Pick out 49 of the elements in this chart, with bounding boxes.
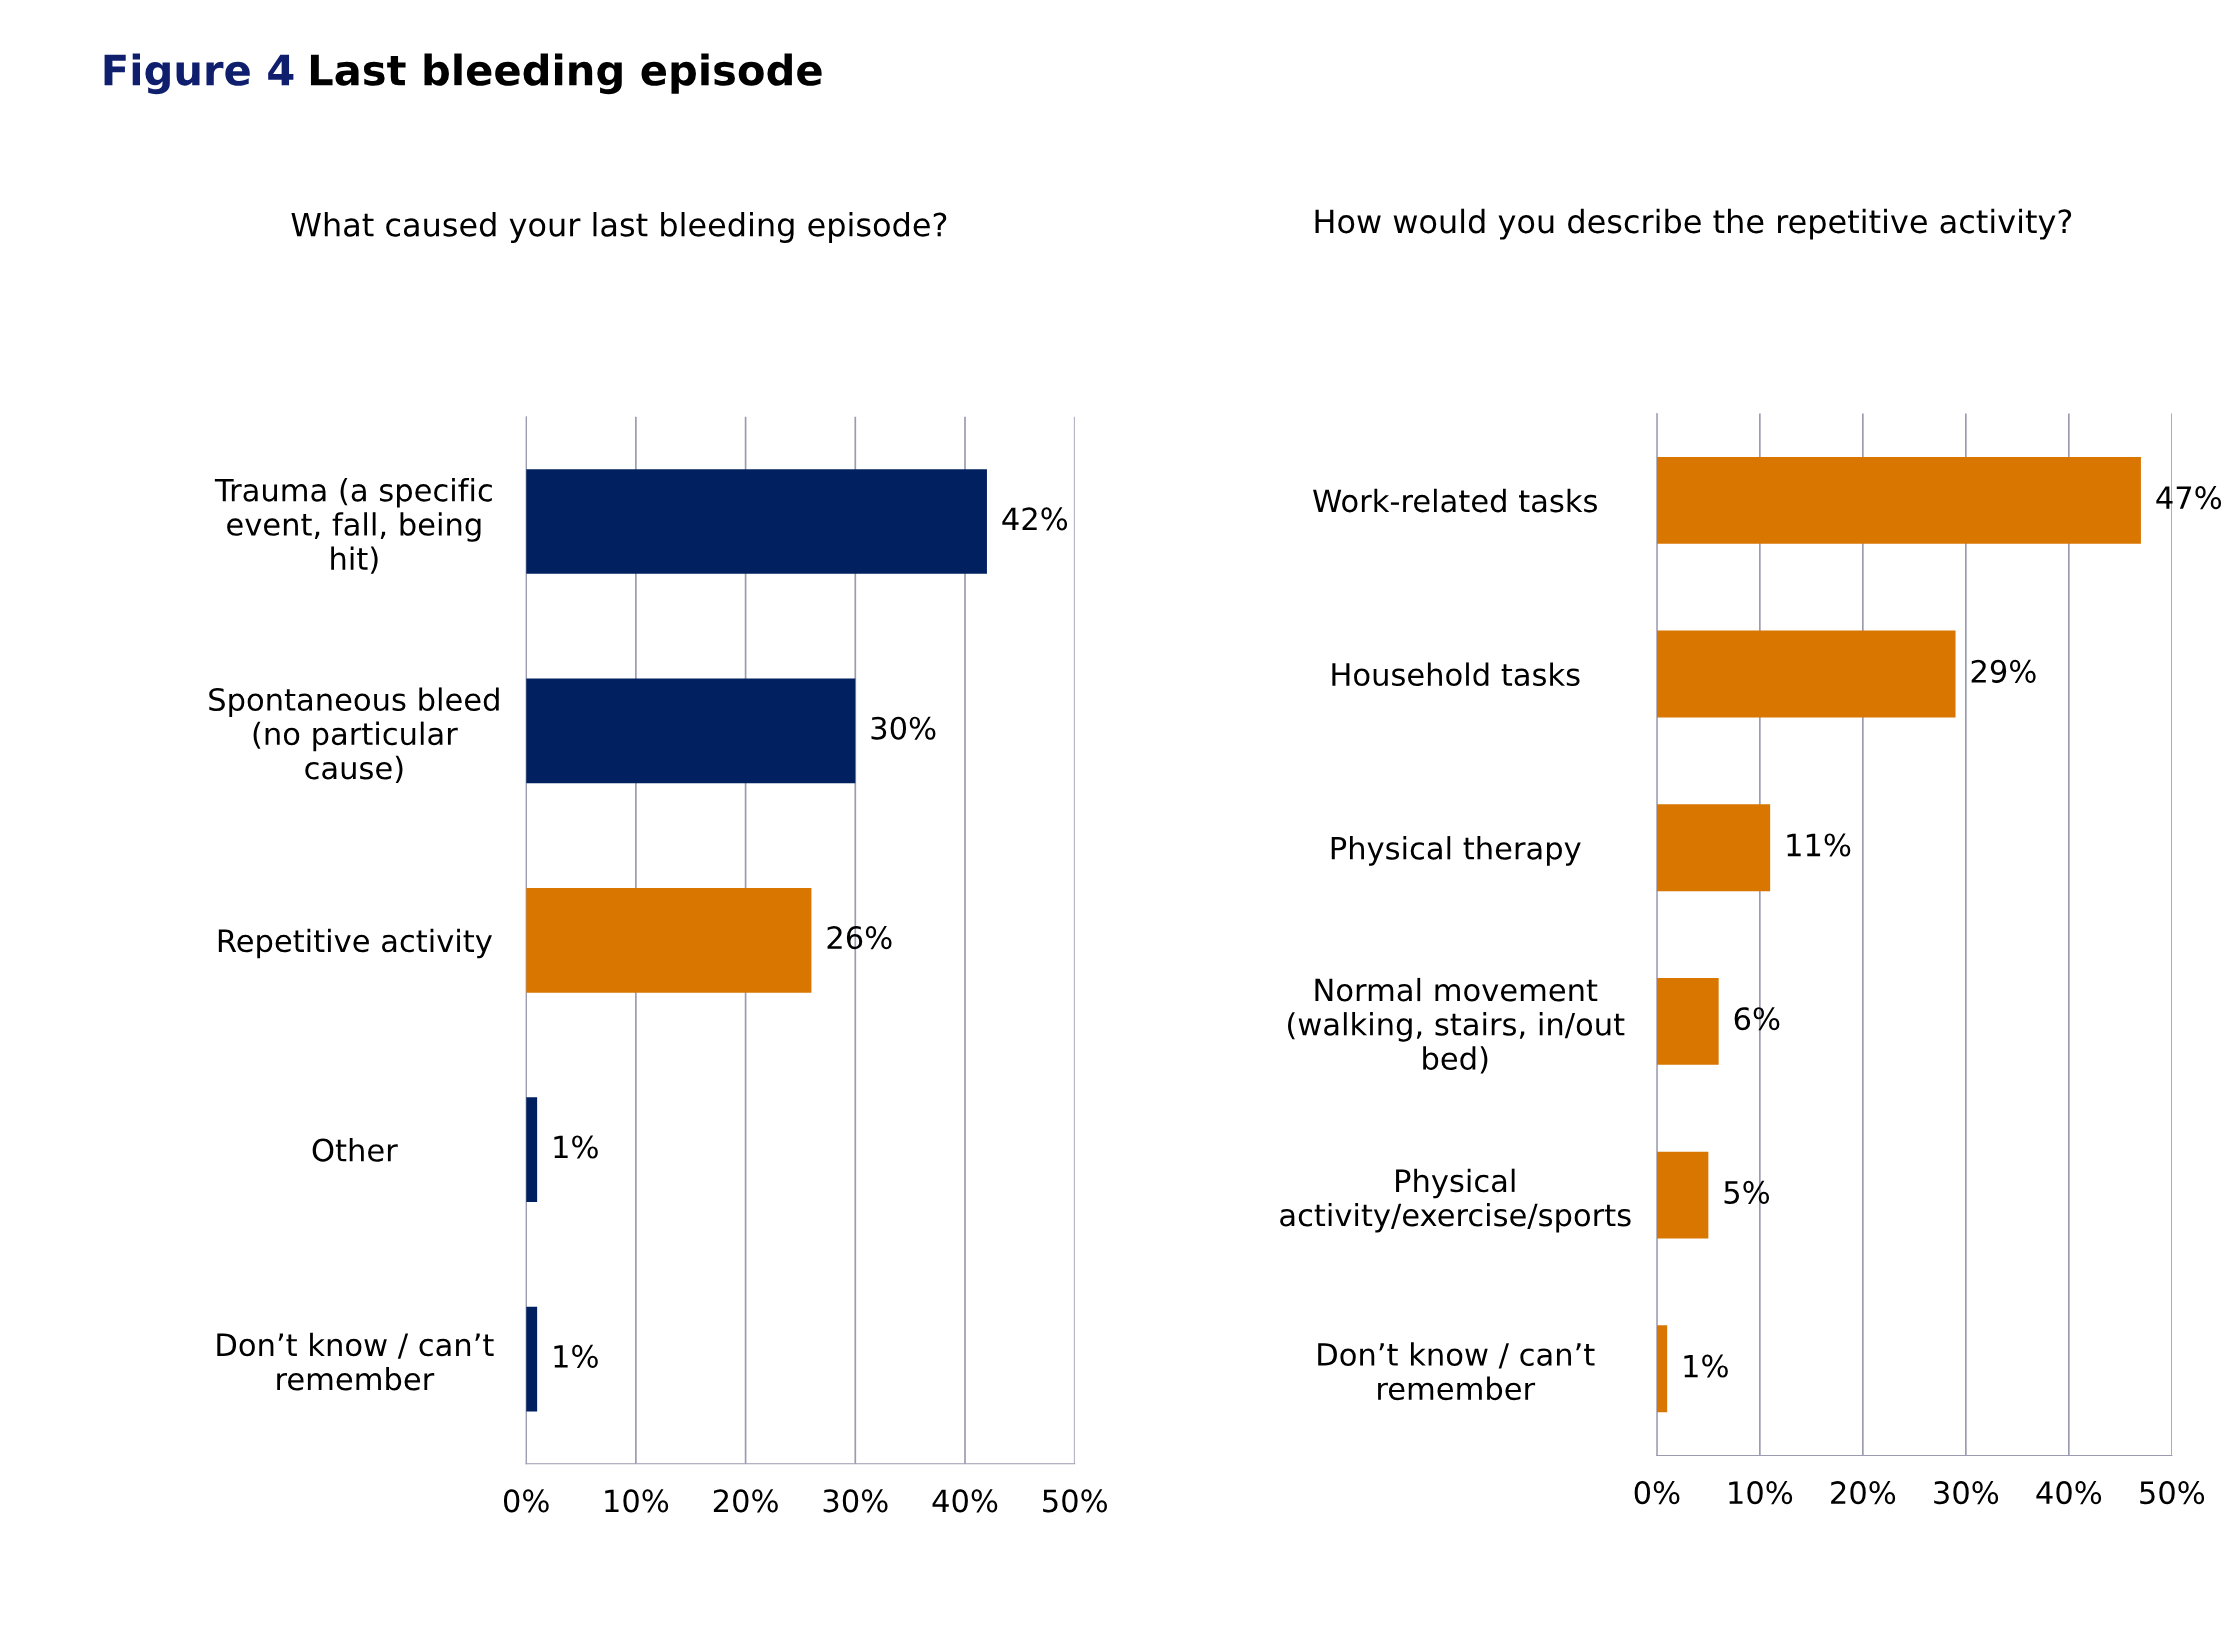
x-tick-label: 20% — [713, 1489, 778, 1513]
bar — [526, 1306, 538, 1412]
bar — [526, 887, 812, 993]
data-label: 6% — [1734, 1007, 1780, 1031]
data-label: 1% — [1684, 1354, 1728, 1378]
x-tick-label: 10% — [1729, 1481, 1793, 1505]
data-label: 26% — [827, 926, 892, 950]
x-tick-label: 0% — [1634, 1481, 1680, 1505]
data-label: 1% — [554, 1135, 598, 1159]
y-tick-label: Spontaneous bleed (no particular cause) — [209, 687, 499, 784]
x-tick-label: 20% — [1831, 1481, 1896, 1505]
bar — [1656, 456, 2141, 544]
x-tick-label: 30% — [823, 1489, 888, 1513]
y-tick-label: Other — [312, 1138, 398, 1162]
y-tick-label: Repetitive activity — [218, 928, 492, 959]
bar — [1656, 977, 1719, 1065]
data-label: 11% — [1787, 833, 1851, 857]
y-tick-label: Trauma (a specific event, fall, being hit) — [214, 478, 492, 574]
bar — [1656, 630, 1956, 718]
bar — [526, 469, 987, 574]
x-tick-label: 40% — [932, 1489, 998, 1513]
x-tick-label: 50% — [2140, 1481, 2205, 1505]
data-label: 1% — [554, 1344, 598, 1368]
y-tick-label: Don’t know / can’t remember — [217, 1332, 494, 1391]
bar — [1656, 1325, 1668, 1413]
y-tick-label: Household tasks — [1332, 662, 1580, 687]
bar — [526, 1097, 538, 1203]
y-tick-label: Physical therapy — [1331, 836, 1581, 866]
data-label: 30% — [871, 716, 936, 740]
x-tick-label: 40% — [2036, 1481, 2102, 1505]
text: Last bleeding episode — [310, 53, 822, 95]
x-tick-label: 10% — [605, 1489, 669, 1513]
y-tick-label: Normal movement (walking, stairs, in/out bed) — [1288, 977, 1625, 1074]
y-tick-label: Physical activity/exercise/sports — [1280, 1168, 1631, 1233]
x-tick-label: 0% — [503, 1489, 549, 1513]
data-label: 42% — [1002, 507, 1068, 531]
y-tick-label: Work-related tasks — [1313, 488, 1597, 513]
bar — [1656, 1151, 1709, 1239]
caption: Figure 4 — [104, 53, 294, 95]
chart-title: How would you describe the repetitive activity? — [1315, 208, 2072, 240]
data-label: 5% — [1724, 1180, 1770, 1204]
data-label: 29% — [1971, 659, 2036, 683]
bar — [1656, 804, 1771, 892]
data-label: 47% — [2156, 486, 2222, 510]
bar — [526, 678, 856, 784]
chart-title: What caused your last bleeding episode? — [291, 211, 947, 243]
x-tick-label: 50% — [1043, 1489, 1107, 1513]
y-tick-label: Don’t know / can’t remember — [1318, 1342, 1595, 1401]
x-tick-label: 30% — [1934, 1481, 1999, 1505]
